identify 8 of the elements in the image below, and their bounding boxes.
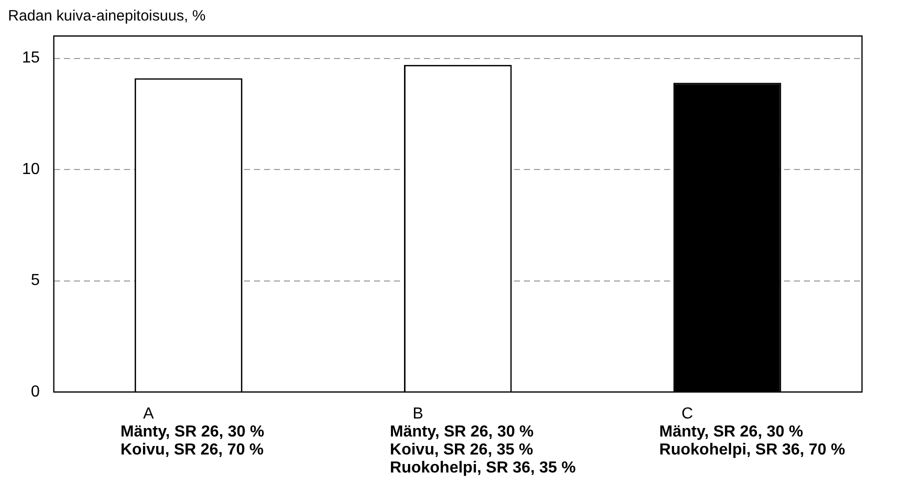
- x-tick-label: B Mänty, SR 26, 30 % Koivu, SR 26, 35 % Ruokohelpi, SR 36, 35 %: [390, 405, 576, 476]
- x-tick-label: C Mänty, SR 26, 30 % Ruokohelpi, SR 36, 70 %: [659, 405, 846, 458]
- y-tick-label: 5: [30, 272, 40, 290]
- y-tick-label: 15: [22, 50, 40, 67]
- x-tick-label: A Mänty, SR 26, 30 % Koivu, SR 26, 70 %: [120, 405, 264, 458]
- y-tick-label: 10: [22, 160, 40, 178]
- y-tick-label: 0: [30, 383, 40, 400]
- y-axis-title: Radan kuiva-ainepitoisuus, %: [8, 8, 206, 25]
